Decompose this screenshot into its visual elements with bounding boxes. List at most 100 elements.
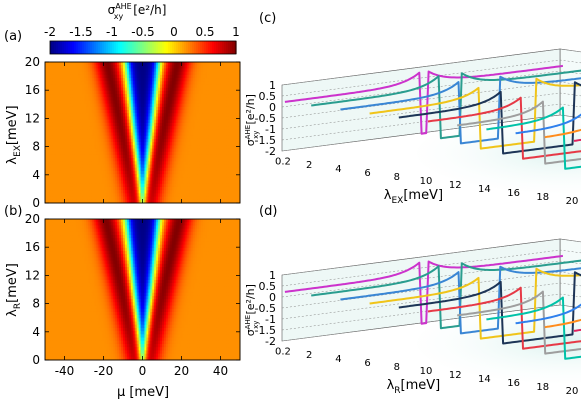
heatmap-cell: [197, 170, 200, 175]
heatmap-cell: [60, 186, 64, 191]
heatmap-cell: [91, 87, 95, 92]
heatmap-cell: [48, 122, 52, 127]
heatmap-cell: [46, 231, 50, 236]
heatmap-cell: [95, 219, 99, 223]
heatmap-cell: [206, 177, 210, 182]
heatmap-cell: [99, 186, 103, 191]
heatmap-cell: [76, 148, 79, 153]
heatmap-cell: [128, 174, 132, 178]
heatmap-cell: [103, 196, 106, 201]
heatmap-cell: [50, 228, 54, 233]
heatmap-cell: [60, 231, 64, 236]
heatmap-cell: [158, 122, 161, 127]
heatmap-cell: [103, 142, 106, 146]
heatmap-cell: [93, 158, 97, 162]
heatmap-cell: [201, 97, 204, 101]
heatmap-cell: [154, 65, 157, 69]
heatmap-cell: [62, 68, 65, 73]
heatmap-cell: [228, 219, 231, 223]
heatmap-cell: [84, 142, 87, 146]
heatmap-cell: [109, 87, 112, 92]
heatmap-cell: [99, 100, 103, 105]
heatmap-cell: [50, 193, 54, 198]
heatmap-cell: [163, 119, 167, 124]
heatmap-cell: [124, 126, 128, 130]
heatmap-cell: [181, 113, 184, 117]
heatmap-cell: [60, 228, 64, 233]
heatmap-cell: [101, 222, 104, 226]
heatmap-cell: [50, 145, 54, 150]
heatmap-cell: [181, 183, 184, 188]
heatmap-cell: [46, 228, 50, 233]
heatmap-cell: [212, 132, 216, 137]
heatmap-cell: [169, 183, 173, 188]
heatmap-cell: [214, 84, 218, 89]
heatmap-cell: [162, 129, 165, 133]
heatmap-cell: [220, 154, 223, 159]
heatmap-cell: [82, 122, 85, 127]
heatmap-cell: [154, 62, 157, 66]
heatmap-cell: [152, 103, 155, 108]
heatmap-cell: [136, 231, 140, 236]
heatmap-cell: [210, 94, 214, 98]
heatmap-cell: [82, 126, 85, 130]
heatmap-cell: [64, 74, 67, 79]
heatmap-cell: [128, 116, 132, 121]
heatmap-cell: [85, 180, 89, 185]
heatmap-cell: [62, 186, 65, 191]
heatmap-cell: [199, 122, 202, 127]
heatmap-cell: [126, 126, 130, 130]
heatmap-cell: [146, 65, 149, 69]
heatmap-cell: [202, 148, 206, 153]
heatmap-cell: [204, 190, 208, 194]
heatmap-cell: [89, 138, 93, 143]
heatmap-cell: [226, 116, 229, 121]
heatmap-cell: [230, 106, 233, 111]
heatmap-cell: [195, 219, 198, 223]
heatmap-cell: [210, 126, 214, 130]
heatmap-cell: [97, 135, 101, 140]
heatmap-cell: [206, 106, 210, 111]
heatmap-cell: [136, 116, 140, 121]
heatmap-cell: [212, 87, 216, 92]
heatmap-cell: [173, 183, 177, 188]
heatmap-cell: [195, 110, 198, 114]
heatmap-cell: [132, 116, 136, 121]
heatmap-cell: [95, 84, 99, 89]
heatmap-cell: [132, 161, 136, 166]
heatmap-cell: [181, 196, 184, 201]
heatmap-cell: [66, 219, 69, 223]
heatmap-cell: [76, 84, 79, 89]
heatmap-cell: [85, 190, 89, 194]
heatmap-cell: [117, 138, 120, 143]
heatmap-cell: [124, 74, 128, 79]
heatmap-cell: [101, 100, 104, 105]
heatmap-cell: [128, 62, 132, 66]
heatmap-cell: [62, 78, 65, 82]
heatmap-cell: [89, 145, 93, 150]
heatmap-cell: [201, 135, 204, 140]
heatmap-cell: [232, 119, 235, 124]
heatmap-cell: [208, 151, 212, 156]
heatmap-cell: [128, 164, 132, 169]
heatmap-cell: [138, 71, 142, 76]
heatmap-cell: [150, 65, 153, 69]
heatmap-cell: [124, 199, 128, 204]
heatmap-cell: [97, 222, 101, 226]
heatmap-cell: [185, 228, 188, 233]
heatmap-cell: [58, 154, 62, 159]
heatmap-cell: [128, 122, 132, 127]
heatmap-cell: [226, 110, 229, 114]
heatmap-cell: [46, 167, 50, 172]
heatmap-cell: [66, 65, 69, 69]
heatmap-cell: [179, 142, 182, 146]
heatmap-cell: [111, 90, 114, 95]
heatmap-cell: [165, 100, 169, 105]
heatmap-cell: [216, 190, 220, 194]
heatmap-cell: [214, 94, 218, 98]
heatmap-cell: [177, 119, 181, 124]
heatmap-cell: [220, 142, 223, 146]
heatmap-cell: [206, 170, 210, 175]
heatmap-cell: [78, 186, 81, 191]
heatmap-cell: [91, 62, 95, 66]
